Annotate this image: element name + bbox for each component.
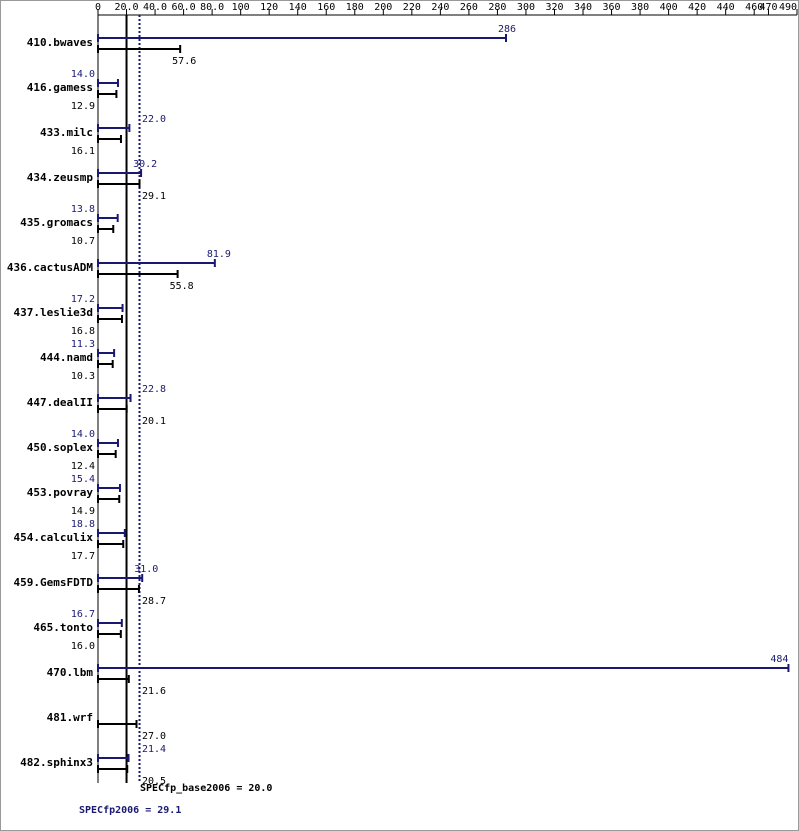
category-label: 482.sphinx3 (20, 756, 93, 769)
x-tick-label: 490 (779, 2, 797, 13)
x-tick-label: 470 (759, 2, 777, 13)
x-tick-label: 160 (317, 2, 335, 13)
value-label: 21.6 (142, 686, 166, 697)
x-tick-label: 380 (631, 2, 649, 13)
category-label: 470.lbm (47, 666, 94, 679)
value-label: 20.1 (142, 416, 166, 427)
value-label: 484 (770, 654, 788, 665)
reference-label: SPECfp_base2006 = 20.0 (140, 783, 272, 794)
value-label: 17.7 (71, 551, 95, 562)
value-label: 30.2 (133, 159, 157, 170)
category-label: 447.dealII (27, 396, 93, 409)
value-label: 21.4 (142, 744, 166, 755)
x-tick-label: 120 (260, 2, 278, 13)
value-label: 27.0 (142, 731, 166, 742)
x-tick-label: 200 (374, 2, 392, 13)
value-label: 22.8 (142, 384, 166, 395)
category-label: 450.soplex (27, 441, 94, 454)
x-tick-label: 320 (545, 2, 563, 13)
value-label: 12.4 (71, 461, 95, 472)
value-label: 81.9 (207, 249, 231, 260)
x-tick-label: 280 (488, 2, 506, 13)
x-tick-label: 400 (660, 2, 678, 13)
value-label: 14.0 (71, 69, 95, 80)
value-label: 29.1 (142, 191, 166, 202)
category-label: 481.wrf (47, 711, 93, 724)
x-tick-label: 180 (346, 2, 364, 13)
category-label: 454.calculix (14, 531, 94, 544)
x-tick-label: 20.0 (114, 2, 138, 13)
value-label: 16.7 (71, 609, 95, 620)
value-label: 11.3 (71, 339, 95, 350)
value-label: 18.8 (71, 519, 95, 530)
x-tick-label: 460 (745, 2, 763, 13)
x-tick-label: 220 (403, 2, 421, 13)
category-label: 436.cactusADM (7, 261, 93, 274)
x-tick-label: 260 (460, 2, 478, 13)
value-label: 17.2 (71, 294, 95, 305)
x-tick-label: 140 (289, 2, 307, 13)
x-tick-label: 340 (574, 2, 592, 13)
value-label: 31.0 (134, 564, 158, 575)
x-tick-label: 60.0 (172, 2, 196, 13)
value-label: 14.0 (71, 429, 95, 440)
x-tick-label: 240 (431, 2, 449, 13)
category-label: 433.milc (40, 126, 93, 139)
category-label: 434.zeusmp (27, 171, 94, 184)
category-label: 444.namd (40, 351, 93, 364)
value-label: 14.9 (71, 506, 95, 517)
x-tick-label: 360 (603, 2, 621, 13)
value-label: 13.8 (71, 204, 95, 215)
x-tick-label: 420 (688, 2, 706, 13)
category-label: 465.tonto (33, 621, 93, 634)
category-label: 459.GemsFDTD (14, 576, 94, 589)
x-tick-label: 80.0 (200, 2, 224, 13)
x-tick-label: 440 (717, 2, 735, 13)
value-label: 15.4 (71, 474, 95, 485)
value-label: 57.6 (172, 56, 196, 67)
category-label: 453.povray (27, 486, 94, 499)
value-label: 16.8 (71, 326, 95, 337)
value-label: 28.7 (142, 596, 166, 607)
value-label: 10.3 (71, 371, 95, 382)
category-label: 416.gamess (27, 81, 93, 94)
x-tick-label: 300 (517, 2, 535, 13)
value-label: 10.7 (71, 236, 95, 247)
value-label: 55.8 (170, 281, 194, 292)
value-label: 16.0 (71, 641, 95, 652)
x-tick-label: 100 (232, 2, 250, 13)
category-label: 435.gromacs (20, 216, 93, 229)
x-tick-label: 40.0 (143, 2, 167, 13)
value-label: 16.1 (71, 146, 95, 157)
value-label: 20.5 (142, 776, 166, 787)
value-label: 12.9 (71, 101, 95, 112)
value-label: 22.0 (142, 114, 166, 125)
category-label: 410.bwaves (27, 36, 93, 49)
category-label: 437.leslie3d (14, 306, 93, 319)
x-tick-label: 0 (95, 2, 101, 13)
reference-label: SPECfp2006 = 29.1 (79, 805, 181, 816)
value-label: 286 (498, 24, 516, 35)
